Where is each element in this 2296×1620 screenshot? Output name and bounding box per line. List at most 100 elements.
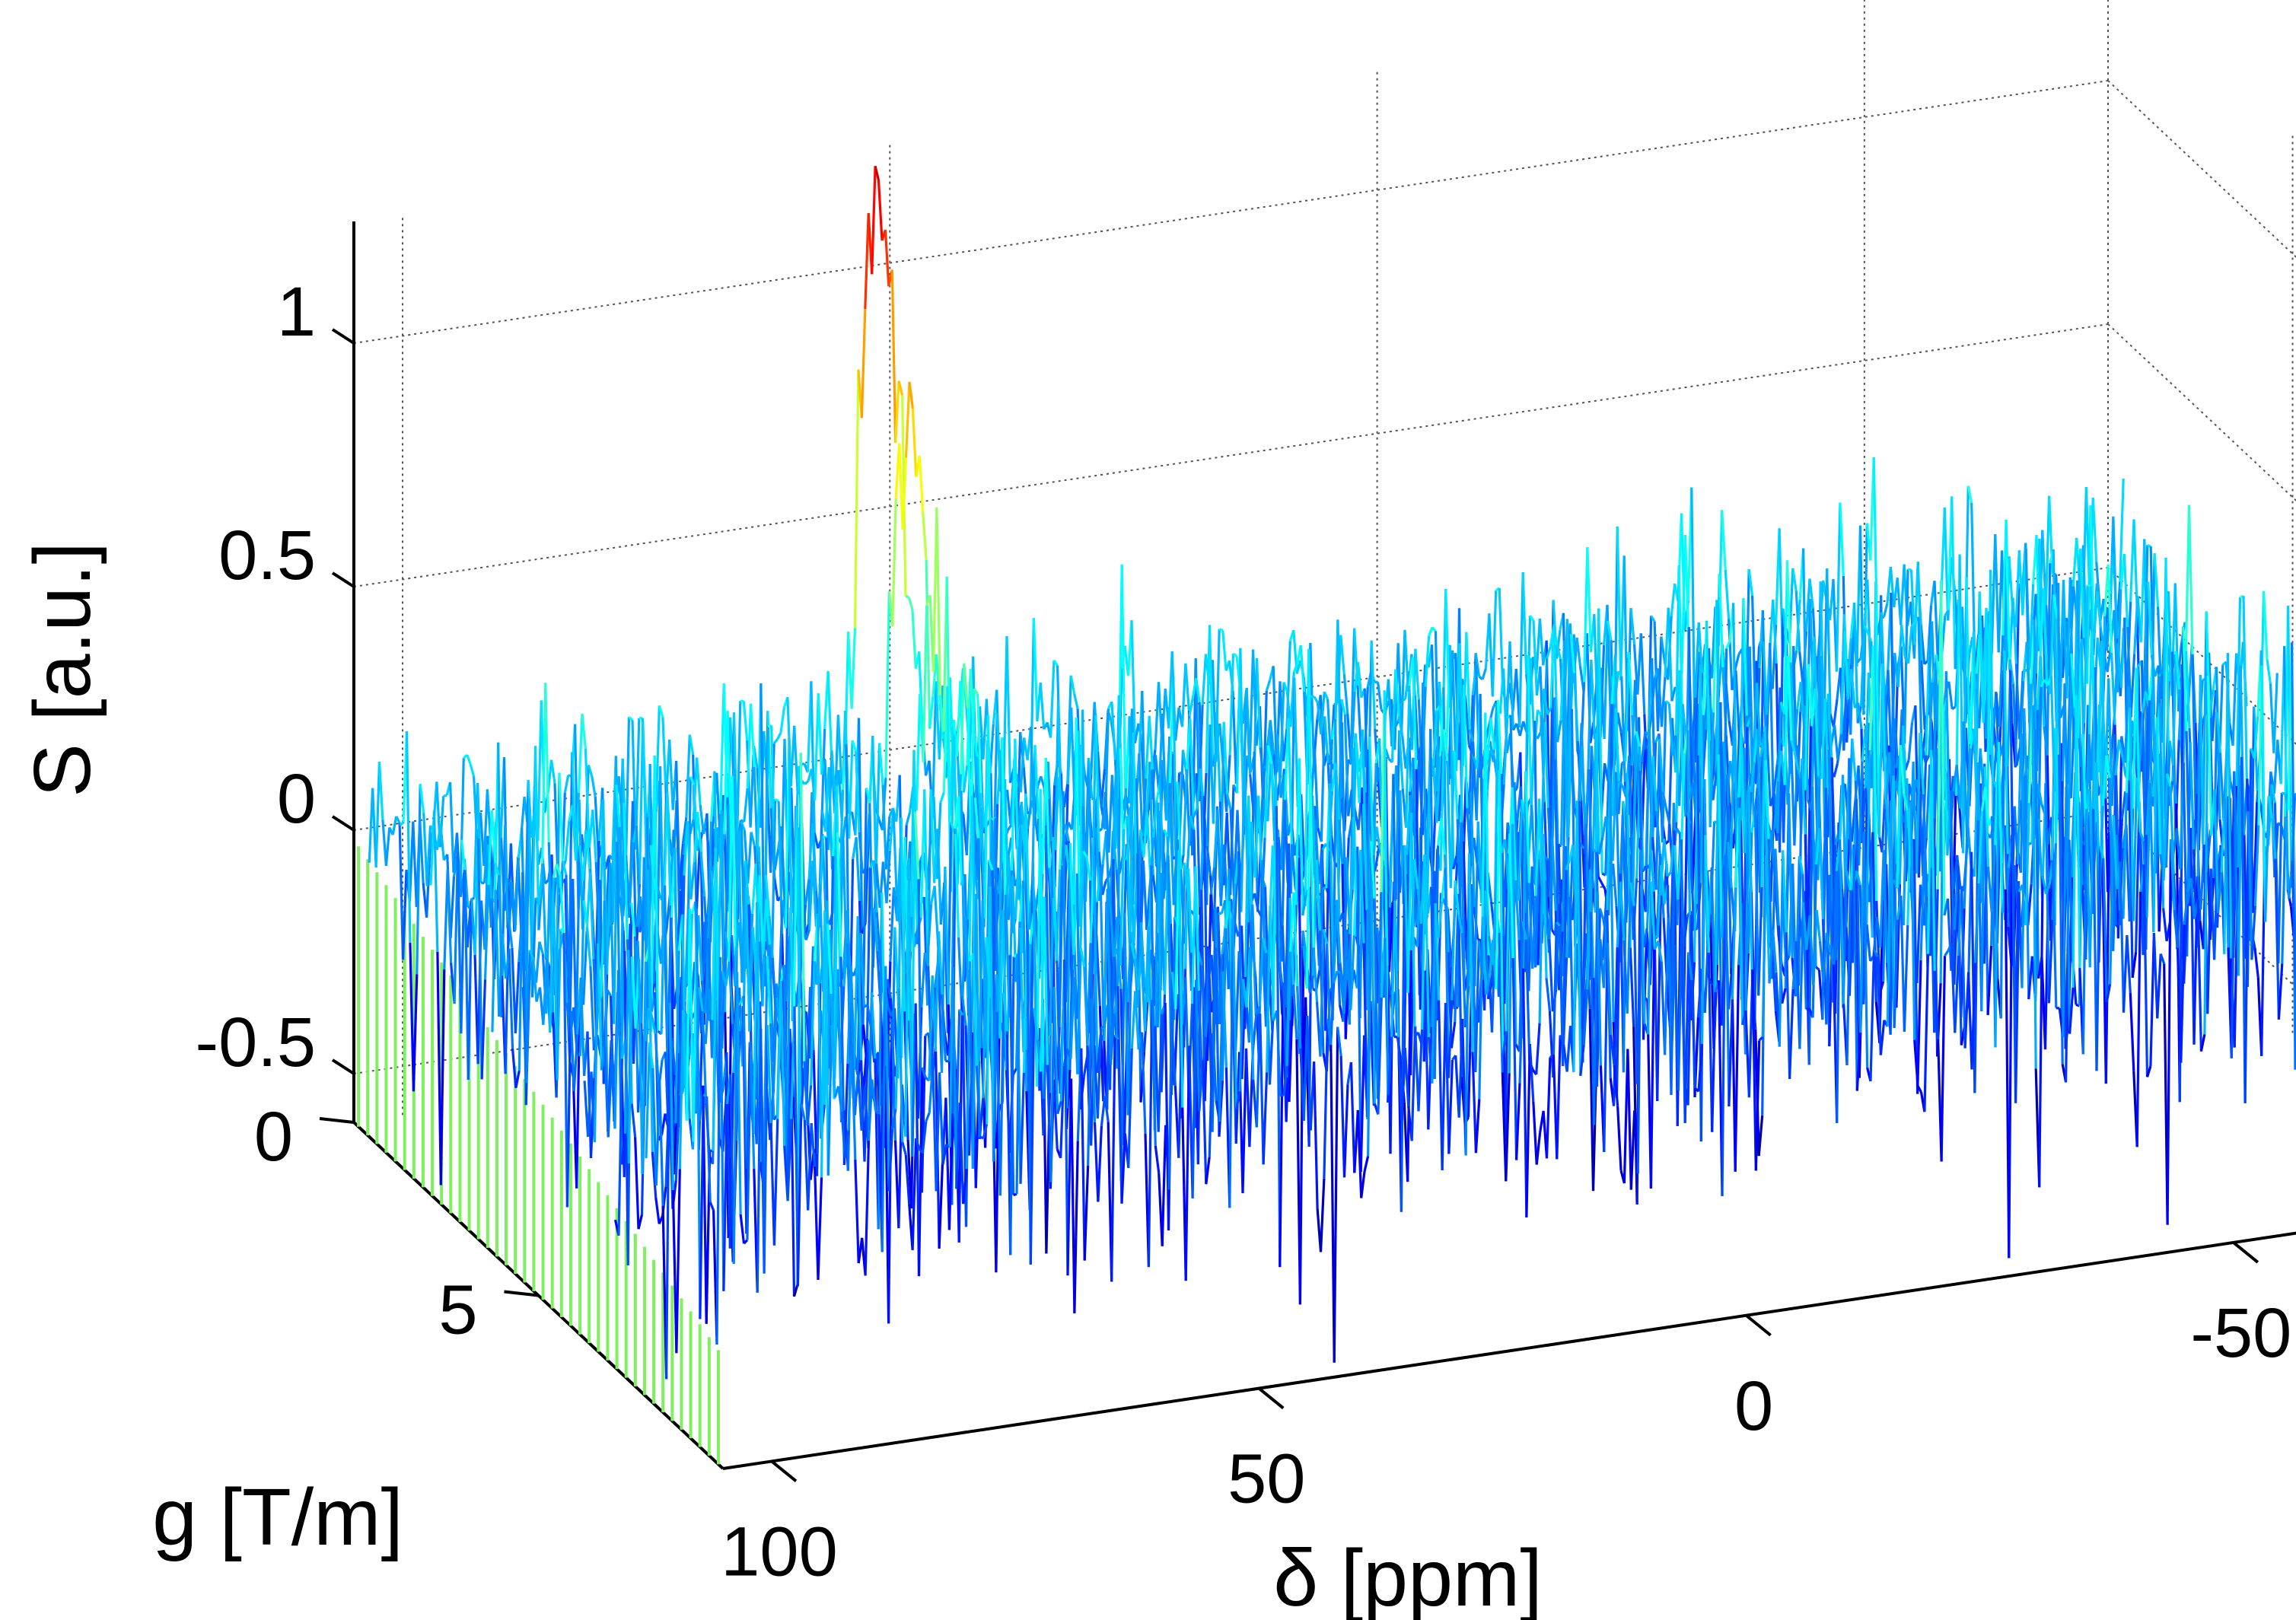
- trace-segment: [1114, 695, 1120, 849]
- trace-segment: [1039, 682, 1046, 730]
- trace-segment: [1629, 882, 1635, 906]
- trace-segment: [1874, 581, 1880, 838]
- trace-segment: [1232, 652, 1237, 657]
- trace-segment: [1324, 841, 1330, 1031]
- trace-segment: [1642, 867, 1647, 871]
- trace-segment: [1547, 838, 1554, 953]
- trace-segment: [530, 897, 537, 998]
- trace-segment: [1962, 721, 1969, 838]
- trace-segment: [623, 950, 630, 1134]
- y-tick-0: [319, 1117, 355, 1124]
- trace-segment: [965, 960, 972, 1170]
- trace-segment: [1263, 745, 1269, 839]
- trace-segment: [860, 308, 867, 419]
- trace-segment: [654, 1033, 661, 1090]
- trace-segment: [1069, 675, 1076, 694]
- trace-segment: [1279, 682, 1285, 776]
- trace-segment: [1597, 876, 1603, 884]
- trace-segment: [511, 947, 517, 1033]
- trace-segment: [1362, 804, 1368, 911]
- trace-segment: [1757, 1115, 1764, 1157]
- trace-segment: [1356, 662, 1363, 698]
- trace-segment: [1231, 918, 1238, 1109]
- trace-segment: [1312, 947, 1319, 1002]
- trace-segment: [1863, 625, 1869, 633]
- trace-segment: [1405, 686, 1411, 828]
- trace-segment: [1617, 762, 1623, 814]
- trace-segment: [1787, 656, 1793, 741]
- trace-segment: [768, 944, 775, 1062]
- trace-segment: [1670, 686, 1677, 702]
- trace-segment: [1301, 931, 1308, 960]
- trace-segment: [422, 813, 428, 886]
- trace-segment: [878, 743, 884, 785]
- trace-segment: [1724, 569, 1731, 619]
- trace-segment: [1850, 801, 1857, 842]
- trace-segment: [2133, 596, 2139, 654]
- trace-segment: [1963, 820, 1970, 909]
- trace-segment: [1253, 893, 1259, 911]
- trace-segment: [1866, 632, 1873, 642]
- trace-segment: [774, 798, 779, 803]
- grid-z-back-3: [353, 80, 2109, 344]
- trace-segment: [1553, 759, 1560, 940]
- trace-segment: [951, 967, 958, 1189]
- trace-segment: [855, 837, 861, 902]
- trace-segment: [1189, 815, 1196, 830]
- trace-segment: [2043, 726, 2049, 756]
- trace-segment: [1618, 780, 1624, 787]
- trace-segment: [1262, 1072, 1269, 1165]
- trace-segment: [743, 788, 749, 823]
- trace-segment: [1359, 1035, 1366, 1173]
- trace-segment: [2215, 667, 2221, 820]
- trace-segment: [1097, 780, 1103, 808]
- trace-segment: [1215, 711, 1221, 802]
- trace-segment: [668, 1002, 674, 1191]
- trace-segment: [678, 1010, 685, 1170]
- trace-segment: [651, 1017, 657, 1035]
- trace-segment: [1446, 909, 1453, 968]
- trace-segment: [851, 740, 858, 752]
- trace-segment: [1474, 940, 1480, 1073]
- trace-segment: [1320, 716, 1326, 842]
- trace-segment: [1468, 728, 1475, 743]
- trace-segment: [871, 166, 877, 275]
- trace-segment: [1836, 734, 1842, 761]
- trace-segment: [1313, 695, 1319, 703]
- trace-segment: [939, 791, 945, 804]
- trace-segment: [1431, 626, 1437, 632]
- trace-segment: [810, 961, 816, 1086]
- trace-segment: [761, 899, 768, 955]
- trace-segment: [1191, 979, 1198, 1198]
- trace-segment: [830, 750, 836, 800]
- trace-segment: [1629, 947, 1635, 1027]
- trace-segment: [1313, 749, 1320, 829]
- trace-segment: [689, 776, 696, 785]
- trace-segment: [637, 1214, 644, 1230]
- trace-segment: [1323, 886, 1327, 890]
- trace-segment: [480, 979, 487, 1080]
- trace-segment: [973, 731, 979, 757]
- trace-segment: [395, 816, 401, 824]
- trace-segment: [740, 821, 746, 831]
- trace-segment: [718, 956, 725, 1291]
- trace-segment: [2014, 550, 2021, 628]
- trace-segment: [2182, 626, 2188, 731]
- trace-segment: [1986, 945, 1993, 1016]
- trace-segment: [2035, 535, 2041, 648]
- trace-segment: [772, 738, 779, 745]
- trace-segment: [1717, 754, 1724, 938]
- z-tick-1: [331, 815, 355, 832]
- trace-segment: [477, 838, 483, 1080]
- trace-segment: [814, 693, 820, 800]
- trace-segment: [1598, 908, 1605, 920]
- trace-segment: [1657, 668, 1664, 727]
- trace-segment: [534, 941, 541, 983]
- trace-segment: [1591, 848, 1597, 853]
- trace-segment: [731, 775, 737, 960]
- trace-segment: [1664, 839, 1670, 845]
- trace-segment: [1839, 502, 1845, 577]
- trace-segment: [1099, 867, 1105, 1030]
- trace-segment: [641, 961, 647, 1174]
- trace-segment: [581, 713, 587, 750]
